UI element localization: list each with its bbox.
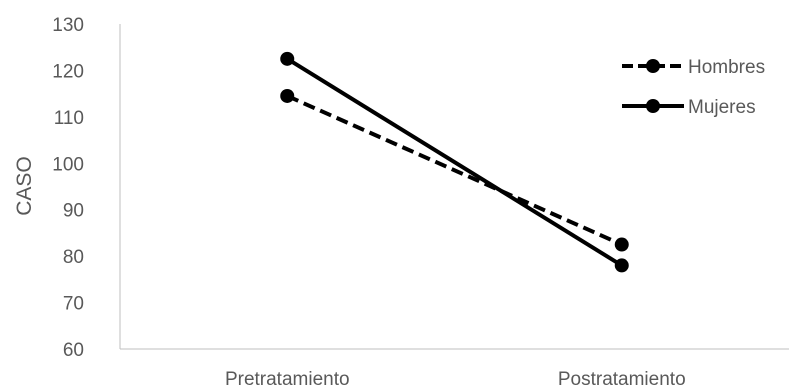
y-tick-label: 80 (63, 247, 84, 268)
series-line-mujeres (286, 57, 623, 268)
y-tick-label: 120 (52, 61, 84, 82)
y-tick-label: 60 (63, 340, 84, 361)
legend-marker-mujeres (646, 99, 660, 113)
series-layer (280, 51, 629, 273)
y-tick-labels: 60 70 80 90 100 110 120 130 (52, 15, 84, 361)
legend-item-mujeres: Mujeres (622, 97, 756, 118)
y-tick-label: 90 (63, 201, 84, 222)
legend-label-mujeres: Mujeres (688, 97, 756, 118)
data-point-hombres (614, 237, 629, 252)
y-tick-label: 70 (63, 294, 84, 315)
legend: Hombres Mujeres (622, 57, 765, 118)
series-mujeres (280, 51, 629, 273)
legend-marker-hombres (646, 59, 660, 73)
series-line-hombres (286, 94, 623, 247)
x-category-labels: Pretratamiento Postratamiento (225, 369, 686, 389)
data-point-mujeres (280, 51, 295, 66)
data-point-hombres (280, 88, 295, 103)
y-axis-title: CASO (13, 156, 36, 216)
y-tick-label: 130 (52, 15, 84, 36)
legend-label-hombres: Hombres (688, 57, 765, 78)
axes (119, 24, 789, 350)
x-category-label: Postratamiento (558, 369, 686, 389)
y-tick-label: 100 (52, 154, 84, 175)
y-tick-label: 110 (54, 108, 84, 129)
x-category-label: Pretratamiento (225, 369, 350, 389)
legend-item-hombres: Hombres (622, 57, 765, 78)
series-hombres (280, 88, 629, 252)
data-point-mujeres (614, 258, 629, 273)
